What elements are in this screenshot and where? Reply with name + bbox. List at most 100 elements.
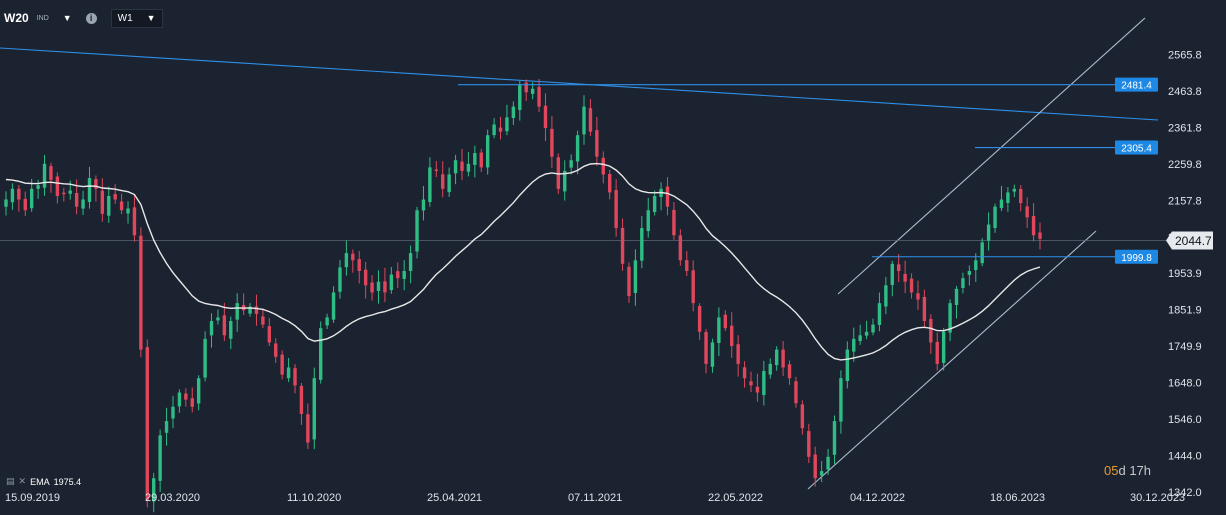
candle: [338, 267, 342, 292]
chart-toolbar: W20 IND ▼ i W1 ▼: [4, 8, 163, 28]
candle: [363, 269, 368, 286]
symbol-name[interactable]: W20: [4, 11, 29, 25]
candle: [158, 435, 162, 481]
candle: [196, 378, 201, 404]
x-tick-label: 29.03.2020: [145, 492, 200, 504]
candle: [10, 188, 15, 203]
candle: [916, 293, 920, 300]
candle: [164, 421, 169, 433]
y-tick-label: 1749.9: [1168, 341, 1202, 353]
candle: [139, 235, 143, 350]
candle: [967, 270, 972, 275]
close-icon[interactable]: ✕: [18, 476, 27, 486]
countdown-days: 05: [1104, 463, 1119, 478]
candle: [466, 163, 471, 172]
x-axis: 15.09.2019 29.03.2020 11.10.2020 25.04.2021…: [5, 492, 1185, 504]
candle: [974, 260, 978, 271]
candle: [23, 198, 27, 211]
candle: [800, 404, 805, 429]
countdown-days-unit: d: [1118, 463, 1126, 478]
y-tick-label: 2361.8: [1168, 122, 1202, 134]
candle: [524, 82, 528, 93]
settings-icon[interactable]: ▤: [6, 476, 15, 486]
candle: [736, 344, 740, 364]
candle: [55, 176, 60, 196]
ema-value: 1975.4: [53, 476, 82, 487]
candle: [421, 199, 426, 211]
candle: [871, 324, 875, 333]
symbol-dropdown-icon[interactable]: ▼: [62, 13, 72, 23]
candle: [768, 363, 772, 375]
candle: [4, 199, 8, 207]
candle: [312, 378, 316, 440]
y-axis: 2565.82463.82361.82259.82157.82055.81953…: [1166, 50, 1213, 499]
candle: [1019, 188, 1023, 204]
x-tick-label: 22.05.2022: [708, 492, 763, 504]
y-tick-label: 2565.8: [1168, 50, 1202, 62]
candle: [190, 398, 194, 407]
candle: [1031, 215, 1036, 236]
candle: [74, 192, 79, 207]
candle: [152, 478, 156, 502]
candle: [132, 207, 137, 236]
candle: [248, 306, 252, 314]
x-tick-label: 15.09.2019: [5, 492, 60, 504]
candle: [331, 292, 336, 320]
candle: [511, 106, 516, 119]
level-tag-label: 1999.8: [1121, 253, 1152, 264]
channel-upper-line[interactable]: [837, 17, 1146, 295]
candle: [447, 174, 451, 193]
candle: [691, 270, 695, 304]
candle: [813, 454, 817, 479]
candle: [864, 331, 869, 336]
candle: [415, 210, 419, 252]
countdown-hours: 17h: [1129, 463, 1152, 478]
candle: [742, 367, 747, 379]
candle: [87, 178, 92, 202]
candle: [595, 130, 599, 157]
level-tag[interactable]: [1115, 77, 1158, 92]
x-tick-label: 30.12.2023: [1130, 492, 1185, 504]
x-tick-label: 25.04.2021: [427, 492, 482, 504]
candle: [203, 338, 207, 378]
y-tick-label: 1342.0: [1168, 487, 1202, 499]
candle: [460, 161, 464, 171]
candle: [505, 117, 509, 132]
candle: [1038, 232, 1042, 239]
candle: [877, 303, 882, 325]
candle: [646, 210, 650, 232]
candle: [749, 381, 753, 386]
info-icon[interactable]: i: [85, 12, 97, 24]
candle: [941, 331, 946, 363]
candle: [396, 271, 400, 279]
current-price-tag[interactable]: [1166, 231, 1213, 250]
candle: [563, 170, 567, 192]
candle: [929, 318, 933, 343]
descending-trend-line[interactable]: [0, 47, 1159, 121]
candle: [903, 273, 907, 282]
candle: [678, 235, 683, 261]
candle: [582, 106, 586, 135]
candle: [306, 414, 310, 443]
candle: [614, 190, 618, 229]
candle: [29, 188, 34, 209]
candle: [909, 278, 914, 293]
ema-label: EMA: [30, 476, 50, 487]
bar-countdown: 05d 17h: [1104, 463, 1151, 478]
candle: [473, 153, 477, 165]
timeframe-select[interactable]: W1 ▼: [110, 8, 163, 28]
ema-line: [5, 162, 1041, 361]
candle: [935, 341, 939, 364]
level-tag[interactable]: [1115, 140, 1158, 155]
candles-layer: [4, 78, 1042, 513]
candle: [550, 128, 554, 157]
channel-lower-line[interactable]: [807, 230, 1097, 490]
candle: [222, 315, 227, 336]
ema-legend[interactable]: ▤ ✕ EMA 1975.4: [6, 476, 81, 487]
candle: [441, 174, 445, 189]
timeframe-dropdown-icon: ▼: [146, 13, 156, 23]
candle: [434, 169, 438, 171]
level-tag[interactable]: [1115, 249, 1158, 264]
candle: [325, 317, 329, 326]
